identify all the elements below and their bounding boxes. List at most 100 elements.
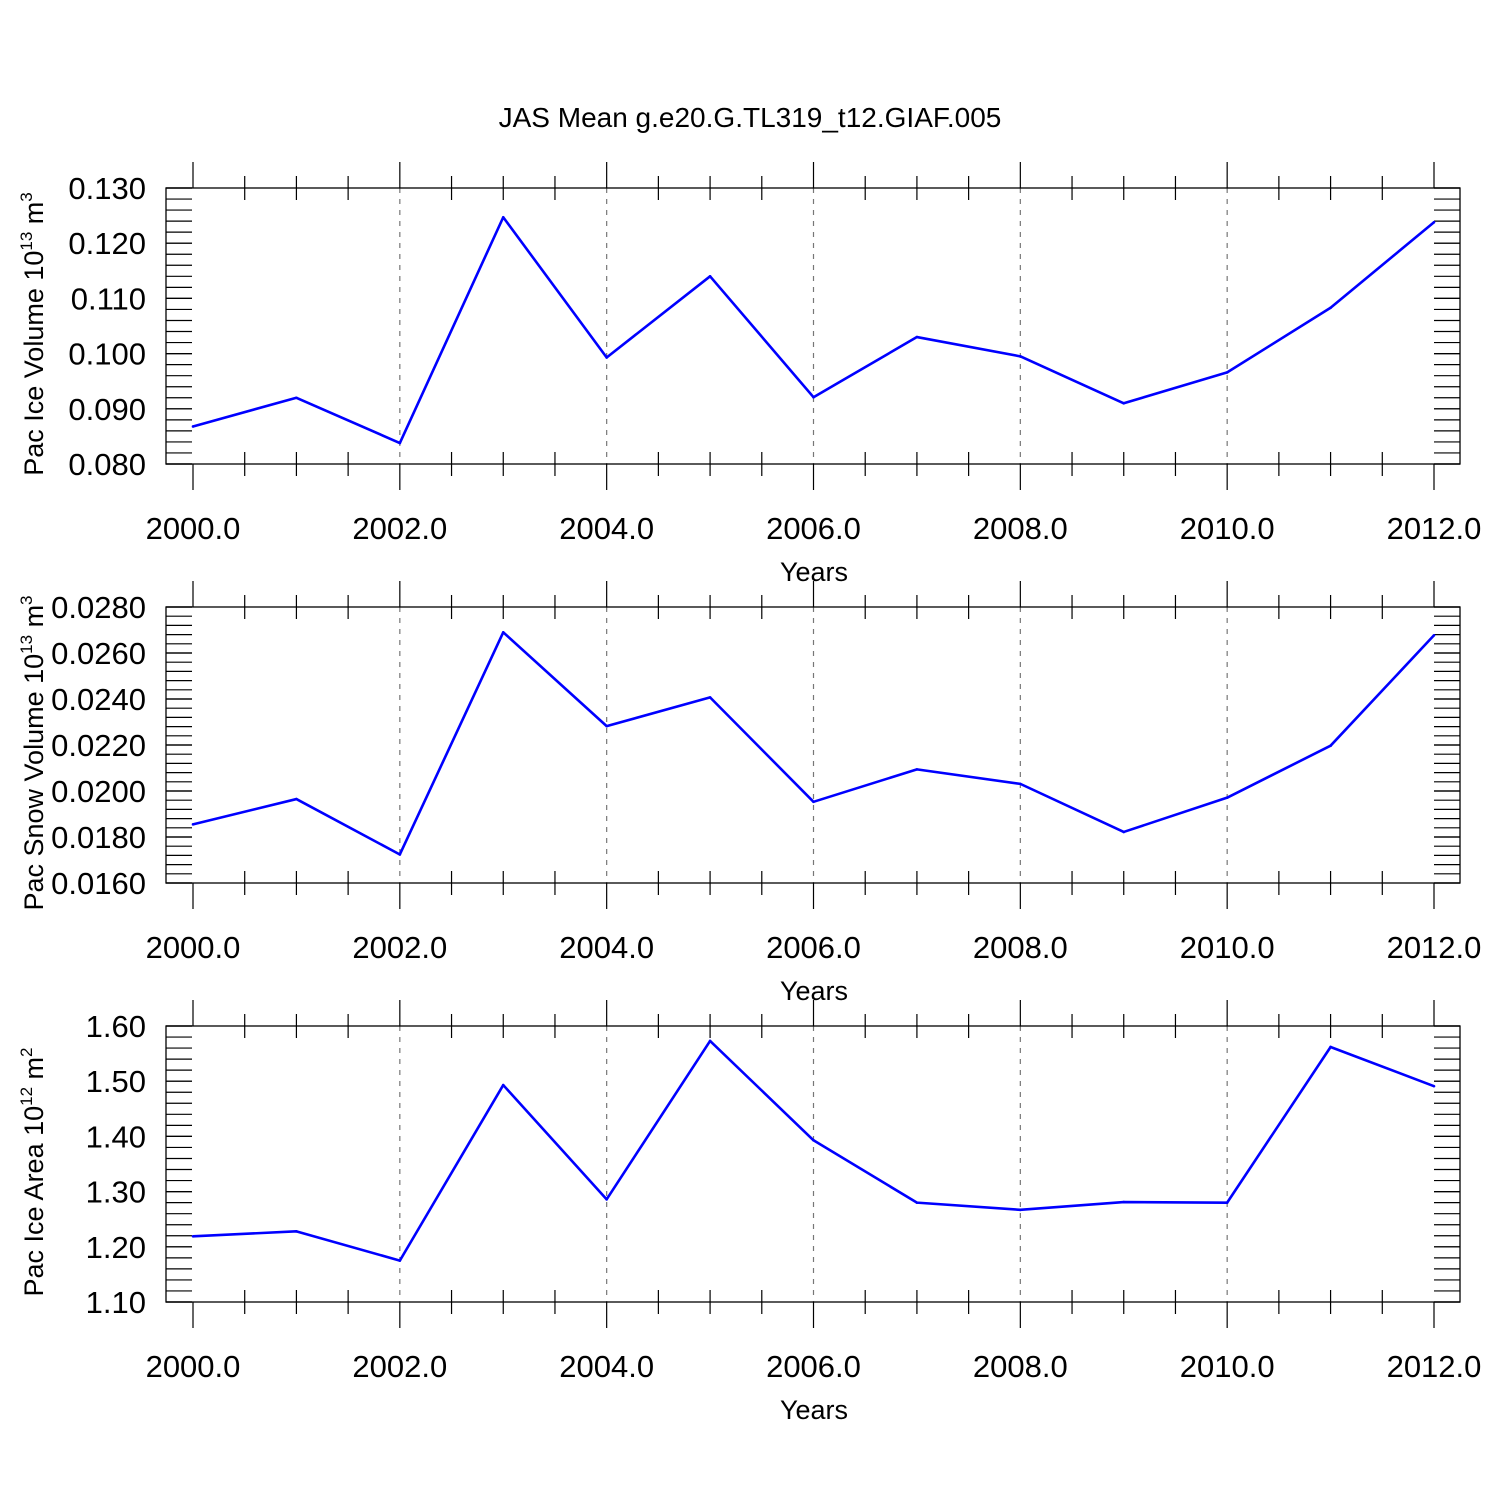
panel-1: 0.080 0.090 0.100 0.110 0.120 0.130 2000.0 2002…	[17, 162, 1481, 587]
y-tick-label: 0.120	[68, 226, 146, 261]
y-tick-label: 0.130	[68, 171, 146, 206]
y-tick-label: 1.40	[86, 1119, 146, 1154]
y-tick-label: 0.0240	[51, 682, 146, 717]
x-tick-label: 2004.0	[559, 511, 654, 546]
data-point	[1225, 371, 1229, 374]
data-point	[1225, 796, 1229, 799]
y-tick-label: 0.080	[68, 447, 146, 482]
x-tick-label: 2000.0	[146, 511, 241, 546]
x-tick-label: 2010.0	[1180, 511, 1275, 546]
data-point	[191, 1235, 195, 1238]
y-axis-title-exponent: 13	[17, 635, 36, 654]
x-tick-label: 2012.0	[1387, 930, 1482, 965]
y-tick-label: 0.0160	[51, 866, 146, 901]
y-axis-title-base: Pac Ice Volume 10	[19, 251, 49, 476]
x-tick-label: 2002.0	[352, 930, 447, 965]
data-point	[915, 335, 919, 339]
x-tick-label: 2006.0	[766, 1349, 861, 1384]
y-axis-title-exponent: 12	[17, 1087, 36, 1106]
data-point	[1225, 1201, 1229, 1204]
data-point	[605, 724, 608, 728]
y-axis-title-base: Pac Ice Area 10	[19, 1106, 49, 1297]
data-point	[1432, 1084, 1436, 1088]
data-point	[1122, 401, 1126, 405]
data-point	[501, 215, 505, 219]
data-point	[915, 1201, 919, 1204]
y-axis-title: Pac Ice Volume 1013 m3	[17, 192, 49, 476]
data-point	[605, 356, 608, 359]
x-axis-title: Years	[780, 1395, 848, 1425]
data-point	[605, 1198, 608, 1201]
x-tick-label: 2010.0	[1180, 930, 1275, 965]
data-point	[1019, 782, 1022, 786]
data-point	[1122, 830, 1126, 834]
y-axis-title-unit: m	[19, 605, 49, 635]
y-tick-label: 0.0180	[51, 820, 146, 855]
y-axis-title: Pac Ice Area 1012 m2	[17, 1047, 49, 1296]
x-tick-label: 2012.0	[1387, 1349, 1482, 1384]
y-axis-title-unit-exponent: 3	[17, 192, 36, 201]
y-axis-title-base: Pac Snow Volume 10	[19, 654, 49, 911]
x-tick-label: 2004.0	[559, 1349, 654, 1384]
y-tick-label: 0.100	[68, 337, 146, 372]
data-point	[812, 800, 815, 804]
y-axis-title-unit: m	[19, 1057, 49, 1087]
data-point	[191, 823, 195, 826]
data-point	[295, 396, 298, 400]
data-point	[295, 1230, 298, 1233]
data-point	[1019, 355, 1022, 358]
y-axis-title: Pac Snow Volume 1013 m3	[17, 595, 49, 910]
y-tick-label: 0.0260	[51, 636, 146, 671]
y-axis-title-unit-exponent: 3	[17, 595, 36, 604]
x-tick-label: 2010.0	[1180, 1349, 1275, 1384]
data-point	[501, 631, 505, 634]
x-tick-label: 2006.0	[766, 511, 861, 546]
data-point	[398, 441, 402, 445]
y-tick-label: 0.110	[71, 281, 146, 316]
y-tick-label: 1.10	[86, 1285, 146, 1320]
x-tick-label: 2008.0	[973, 511, 1068, 546]
data-point	[1329, 1045, 1332, 1049]
y-tick-label: 1.30	[86, 1175, 146, 1210]
y-axis-title-unit-exponent: 2	[17, 1047, 36, 1056]
data-point	[708, 1039, 712, 1043]
y-tick-label: 0.090	[68, 392, 146, 427]
chart-title: JAS Mean g.e20.G.TL319_t12.GIAF.005	[499, 102, 1002, 133]
x-tick-label: 2004.0	[559, 930, 654, 965]
y-tick-label: 1.50	[86, 1064, 146, 1099]
data-point	[708, 275, 712, 278]
panel-2: 0.0160 0.0180 0.0200 0.0220 0.0240 0.0260 0.02…	[17, 581, 1481, 1006]
y-axis-title-exponent: 13	[17, 232, 36, 251]
y-tick-label: 0.0220	[51, 728, 146, 763]
x-tick-label: 2006.0	[766, 930, 861, 965]
y-axis-title-unit: m	[19, 202, 49, 232]
x-tick-label: 2008.0	[973, 930, 1068, 965]
data-point	[915, 768, 919, 771]
data-point	[812, 395, 815, 399]
data-point	[191, 425, 195, 428]
data-point	[708, 696, 712, 699]
y-tick-label: 1.60	[86, 1009, 146, 1044]
x-tick-label: 2002.0	[352, 511, 447, 546]
x-tick-label: 2012.0	[1387, 511, 1482, 546]
x-tick-label: 2008.0	[973, 1349, 1068, 1384]
data-point	[812, 1138, 815, 1142]
data-point	[1019, 1208, 1022, 1212]
data-point	[1432, 220, 1436, 224]
data-point	[295, 797, 298, 801]
data-point	[1329, 744, 1332, 747]
data-point	[1122, 1200, 1126, 1204]
panel-3: 1.10 1.20 1.30 1.40 1.50 1.60 2000.0 2002.0 2004…	[17, 1000, 1481, 1425]
x-tick-label: 2002.0	[352, 1349, 447, 1384]
panels: 0.080 0.090 0.100 0.110 0.120 0.130 2000.0 2002…	[17, 162, 1481, 1425]
data-point	[1329, 306, 1332, 310]
data-point	[398, 1259, 402, 1262]
data-point	[398, 853, 402, 856]
data-point	[501, 1083, 505, 1087]
data-point	[1432, 633, 1436, 637]
x-tick-label: 2000.0	[146, 930, 241, 965]
y-tick-label: 1.20	[86, 1230, 146, 1265]
y-tick-label: 0.0200	[51, 774, 146, 809]
